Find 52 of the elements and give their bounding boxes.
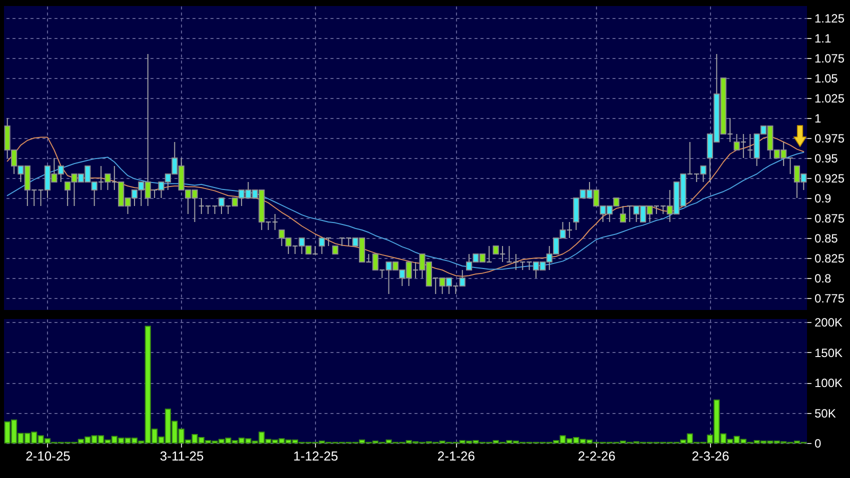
candlestick	[312, 246, 318, 254]
candlestick	[486, 246, 492, 262]
candlestick	[787, 158, 794, 174]
x-tick-label: 2-1-26	[437, 448, 475, 464]
candlestick	[372, 254, 378, 270]
x-tick-label: 2-3-26	[692, 448, 730, 464]
y-tick-label: 0.85	[814, 232, 838, 246]
y-tick-label: 100K	[814, 376, 843, 390]
x-tick-label: 2-2-26	[578, 448, 616, 464]
x-tick-label: 2-10-25	[26, 448, 70, 464]
candlestick	[366, 254, 372, 262]
candlestick	[747, 134, 754, 158]
candlestick	[727, 118, 734, 142]
y-tick-label: 0.975	[814, 132, 845, 146]
y-tick-label: 0.875	[814, 212, 845, 226]
y-tick-label: 200K	[814, 316, 843, 330]
candlestick	[740, 134, 746, 158]
candlestick	[432, 278, 439, 294]
candlestick	[98, 166, 104, 190]
y-tick-label: 0.925	[814, 172, 845, 186]
candlestick	[452, 286, 459, 294]
y-tick-label: 1.1	[814, 32, 832, 46]
candlestick	[499, 246, 506, 262]
candlestick	[292, 246, 298, 254]
candlestick	[566, 222, 572, 238]
y-tick-label: 1	[814, 112, 822, 126]
y-tick-label: 0.825	[814, 252, 845, 266]
y-tick-label: 1.075	[814, 52, 845, 66]
y-tick-label: 0	[814, 436, 822, 450]
y-tick-label: 0.8	[814, 272, 832, 286]
candlestick	[38, 190, 44, 206]
y-tick-label: 150K	[814, 346, 843, 360]
y-tick-label: 50K	[814, 406, 836, 420]
y-tick-label: 0.95	[814, 152, 838, 166]
y-tick-label: 1.025	[814, 92, 845, 106]
y-tick-label: 0.775	[814, 292, 845, 306]
candlestick	[620, 206, 626, 222]
candlestick	[626, 206, 633, 222]
line-series	[6, 136, 804, 277]
candlestick	[326, 238, 332, 246]
y-tick-label: 1.125	[814, 12, 845, 26]
candlestick	[526, 262, 532, 270]
candlestick	[152, 190, 158, 198]
candlestick	[412, 262, 419, 278]
y-tick-label: 0.9	[814, 192, 832, 206]
x-tick-label: 3-11-25	[160, 448, 204, 464]
x-tick-label: 1-12-25	[293, 448, 338, 464]
candlestick	[225, 206, 232, 214]
candlestick	[111, 166, 118, 190]
y-tick-label: 1.05	[814, 72, 838, 86]
candlestick	[379, 270, 386, 278]
candlestick	[31, 190, 38, 206]
